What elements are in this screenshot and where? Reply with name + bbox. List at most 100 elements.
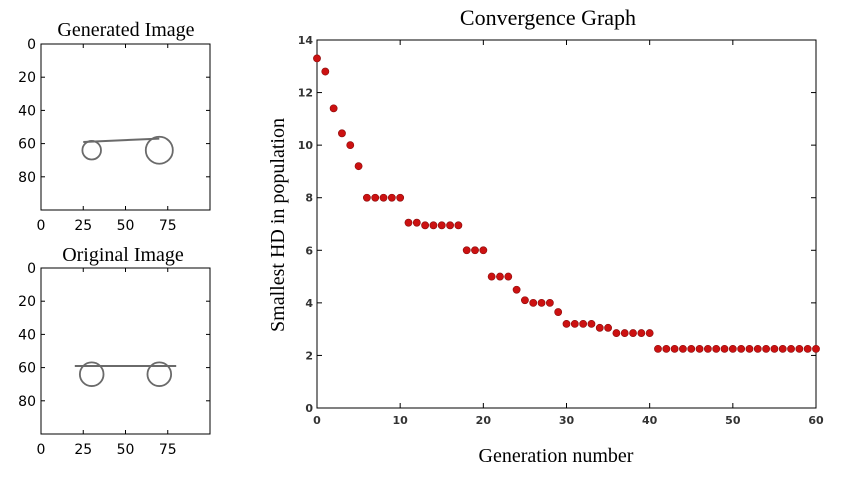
generated-image-x-tick-label: 25 [74, 218, 92, 234]
convergence-x-tick-label: 50 [725, 414, 741, 427]
convergence-x-tick-label: 10 [393, 414, 409, 427]
generated-image-frame [40, 43, 211, 211]
convergence-data-point [654, 344, 662, 353]
convergence-points [313, 54, 820, 353]
convergence-data-point [753, 344, 762, 353]
convergence-data-point [545, 298, 554, 307]
convergence-data-point [662, 344, 671, 353]
generated-image-x-ticks: 0 25 50 75 [37, 44, 177, 234]
generated-image-title: Generated Image [57, 19, 194, 41]
convergence-x-axis-label: Generation number [479, 445, 634, 467]
convergence-data-point [712, 344, 721, 353]
convergence-data-point [703, 344, 712, 353]
generated-image-panel: Generated Image 0 25 50 75 0 20 40 60 80 [18, 19, 211, 234]
convergence-data-point [446, 221, 454, 230]
convergence-y-axis-label: Smallest HD in population [267, 118, 289, 332]
convergence-data-point [379, 193, 388, 202]
convergence-data-point [496, 272, 504, 281]
convergence-x-ticks: 0 10 20 30 40 50 60 [313, 40, 824, 427]
convergence-x-tick-label: 60 [808, 414, 824, 427]
convergence-data-point [720, 344, 729, 353]
original-image-x-tick-label: 0 [37, 442, 46, 458]
original-image-panel: Original Image 0 25 50 75 0 20 40 60 80 [18, 244, 211, 458]
convergence-data-point [787, 344, 795, 353]
convergence-data-point [778, 344, 787, 353]
convergence-data-point [421, 221, 430, 230]
convergence-data-point [604, 323, 612, 332]
convergence-data-point [645, 329, 654, 337]
original-image-x-tick-label: 25 [74, 442, 92, 458]
convergence-data-point [612, 329, 621, 337]
original-image-y-tick-label: 80 [18, 394, 36, 410]
convergence-data-point [803, 344, 812, 353]
convergence-x-tick-label: 0 [313, 414, 321, 427]
convergence-data-point [728, 344, 737, 353]
convergence-data-point [371, 193, 380, 202]
convergence-data-point [670, 344, 679, 353]
convergence-x-tick-label: 30 [559, 414, 575, 427]
convergence-y-tick-label: 2 [305, 349, 313, 362]
convergence-data-point [762, 344, 770, 353]
original-image-y-tick-label: 60 [18, 361, 36, 377]
original-image-x-tick-label: 50 [117, 442, 135, 458]
convergence-data-point [737, 344, 746, 353]
original-image-y-ticks: 0 20 40 60 80 [18, 261, 210, 410]
convergence-data-point [454, 221, 463, 230]
convergence-data-point [595, 323, 604, 332]
convergence-data-point [462, 246, 471, 255]
generated-image-x-tick-label: 0 [37, 218, 46, 234]
convergence-data-point [795, 344, 804, 353]
convergence-y-tick-label: 6 [305, 244, 313, 257]
convergence-data-point [554, 308, 563, 316]
convergence-data-point [487, 272, 496, 281]
convergence-data-point [504, 272, 513, 281]
convergence-data-point [346, 141, 355, 150]
convergence-data-point [387, 193, 396, 202]
convergence-x-tick-label: 20 [476, 414, 492, 427]
convergence-data-point [396, 193, 405, 202]
convergence-data-point [587, 319, 596, 328]
convergence-data-point [437, 221, 446, 230]
convergence-data-point [313, 54, 321, 63]
convergence-data-point [329, 104, 338, 113]
convergence-data-point [695, 344, 704, 353]
original-image-x-tick-label: 75 [159, 442, 177, 458]
convergence-y-tick-label: 14 [298, 34, 314, 47]
original-image-y-tick-label: 20 [18, 294, 36, 310]
convergence-graph-panel: Convergence Graph 0 10 20 30 40 50 60 0 2 4 6 8 10 1… [267, 5, 824, 467]
convergence-data-point [471, 246, 479, 255]
convergence-y-tick-label: 0 [305, 402, 313, 415]
convergence-data-point [537, 298, 546, 307]
generated-image-y-tick-label: 60 [18, 137, 36, 153]
convergence-data-point [770, 344, 779, 353]
generated-image-x-tick-label: 50 [117, 218, 135, 234]
convergence-plot-area [316, 39, 817, 409]
original-image-y-tick-label: 0 [27, 261, 36, 277]
convergence-data-point [362, 193, 371, 202]
convergence-y-tick-label: 12 [298, 87, 313, 100]
generated-image-drawing [81, 135, 174, 165]
convergence-data-point [745, 344, 754, 353]
original-image-title: Original Image [62, 244, 184, 266]
convergence-data-point [687, 344, 696, 353]
convergence-data-point [812, 344, 820, 353]
convergence-data-point [321, 67, 330, 76]
convergence-data-point [629, 329, 637, 337]
convergence-data-point [570, 319, 579, 328]
convergence-data-point [412, 218, 421, 227]
original-image-x-ticks: 0 25 50 75 [37, 268, 177, 458]
convergence-y-tick-label: 4 [305, 297, 313, 310]
original-image-frame [40, 267, 211, 435]
generated-image-y-tick-label: 20 [18, 70, 36, 86]
convergence-data-point [354, 162, 363, 171]
generated-image-y-tick-label: 0 [27, 37, 36, 53]
convergence-data-point [579, 319, 588, 328]
generated-image-wheel-circle [81, 140, 102, 161]
generated-image-y-tick-label: 40 [18, 103, 36, 119]
convergence-y-tick-label: 10 [298, 139, 314, 152]
generated-image-y-ticks: 0 20 40 60 80 [18, 37, 210, 186]
convergence-graph-title: Convergence Graph [460, 5, 636, 30]
convergence-data-point [479, 246, 488, 255]
generated-image-x-tick-label: 75 [159, 218, 177, 234]
